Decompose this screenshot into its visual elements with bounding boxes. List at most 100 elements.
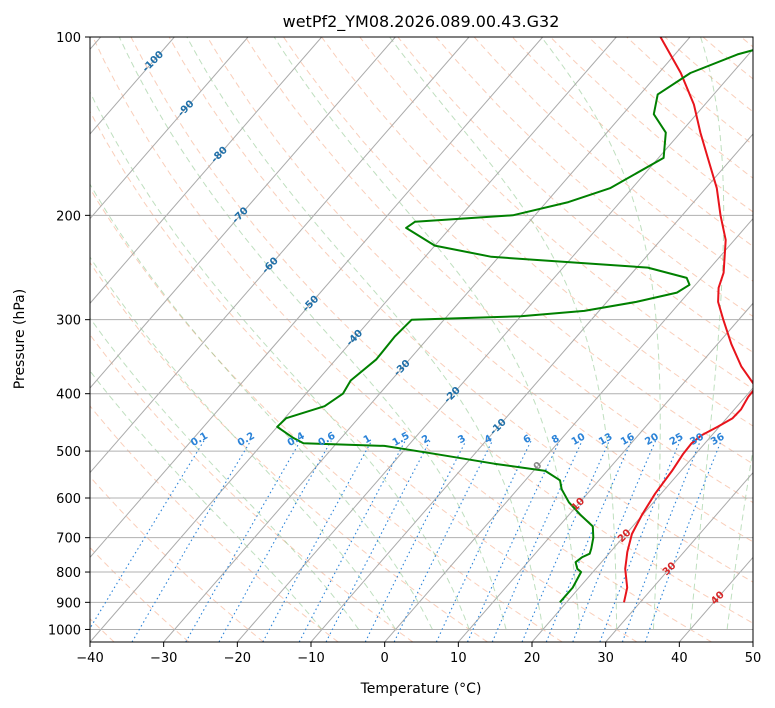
mixing-ratio-line xyxy=(262,440,373,642)
mixing-ratio-line xyxy=(90,440,205,630)
isotherm-line xyxy=(752,641,753,642)
mixing-ratio-line xyxy=(545,440,632,642)
isotherm-line xyxy=(90,37,323,305)
dry-adiabat-line xyxy=(90,475,264,642)
mixing-ratio-label: 16 xyxy=(619,431,637,448)
mixing-ratio-label: 8 xyxy=(550,433,562,446)
moist-adiabat-line xyxy=(689,37,725,630)
moist-adiabat-line xyxy=(90,370,323,630)
y-tick-label: 400 xyxy=(56,388,81,403)
dry-adiabat-line xyxy=(244,37,753,504)
dewpoint-profile-line xyxy=(276,49,753,603)
isotherm-line xyxy=(605,471,753,642)
mixing-ratio-line xyxy=(521,440,610,642)
isotherm-line xyxy=(384,217,753,642)
mixing-ratio-label: 10 xyxy=(570,431,588,448)
isotherm-line xyxy=(310,133,753,642)
moist-adiabat-line xyxy=(389,37,618,630)
mixing-ratio-line xyxy=(393,440,493,642)
dry-adiabat-line xyxy=(321,37,753,427)
dry-adiabat-line xyxy=(359,37,753,390)
dry-adiabat-line xyxy=(90,546,190,642)
moist-adiabat-line xyxy=(90,90,470,630)
mixing-ratio-line xyxy=(131,440,252,642)
isotherm-line xyxy=(90,37,249,220)
isotherm-label: -100 xyxy=(141,49,167,75)
dry-adiabat-line xyxy=(740,37,753,48)
y-tick-label: 100 xyxy=(56,31,81,46)
dry-adiabat-line xyxy=(90,110,638,642)
plot-frame xyxy=(89,36,754,643)
x-tick-label: 40 xyxy=(671,651,688,666)
isotherm-line xyxy=(90,37,396,389)
x-tick-label: 20 xyxy=(524,651,541,666)
mixing-ratio-label: 0.4 xyxy=(286,431,307,449)
isotherm-line xyxy=(678,556,753,642)
mixing-ratio-label: 4 xyxy=(483,433,495,446)
mixing-ratio-label: 0.2 xyxy=(236,431,257,449)
adiabat-lines xyxy=(90,37,753,642)
isotherm-line xyxy=(531,387,753,642)
x-tick-label: −40 xyxy=(76,651,103,666)
dry-adiabat-line xyxy=(511,37,753,247)
mixing-ratio-label: 3 xyxy=(456,433,468,446)
isotherm-line xyxy=(236,48,753,642)
dry-adiabat-line xyxy=(90,187,563,642)
mixing-ratio-label: 2 xyxy=(420,433,432,446)
y-axis-label: Pressure (hPa) xyxy=(12,289,28,389)
dry-adiabat-line xyxy=(283,37,753,465)
y-tick-label: 500 xyxy=(56,445,81,460)
x-tick-label: 30 xyxy=(597,651,614,666)
sounding-profiles xyxy=(276,37,753,603)
moist-adiabat-line xyxy=(118,37,507,630)
x-tick-label: −10 xyxy=(297,651,324,666)
mixing-ratio-line xyxy=(621,440,702,642)
y-tick-label: 900 xyxy=(56,596,81,611)
x-axis-ticks: −40 −30 −20 −10 0 10 20 30 40 50 xyxy=(76,642,761,666)
x-tick-label: 50 xyxy=(745,651,762,666)
dry-adiabat-line xyxy=(435,37,753,318)
x-tick-label: −30 xyxy=(150,651,177,666)
mixing-ratio-line xyxy=(218,440,332,642)
isotherm-line xyxy=(163,37,691,642)
y-tick-label: 600 xyxy=(56,492,81,507)
isotherm-line xyxy=(457,302,753,642)
moist-adiabat-line xyxy=(186,37,544,630)
mixing-ratio-line xyxy=(435,440,532,642)
isotherm-line xyxy=(90,37,617,642)
mixing-ratio-label: 13 xyxy=(597,431,615,448)
dry-adiabat-line xyxy=(588,37,753,179)
x-axis-label: Temperature (°C) xyxy=(360,681,482,697)
y-tick-label: 300 xyxy=(56,314,81,329)
mixing-ratio-line xyxy=(325,440,431,642)
x-tick-label: 10 xyxy=(450,651,467,666)
isotherm-lines xyxy=(90,37,753,642)
mixing-ratio-line xyxy=(364,440,467,642)
mixing-ratio-label: 25 xyxy=(668,431,686,448)
isotherm-line xyxy=(90,37,470,474)
x-tick-label: −20 xyxy=(224,651,251,666)
isotherm-line xyxy=(90,37,544,559)
mixing-ratio-label: 1.5 xyxy=(391,431,412,449)
moist-adiabat-line xyxy=(90,256,397,630)
mixing-ratio-label: 20 xyxy=(643,431,661,448)
dry-adiabat-line xyxy=(702,37,753,80)
mixing-ratio-label: 0.1 xyxy=(189,431,210,449)
dry-adiabat-line xyxy=(130,37,753,624)
moist-adiabat-line xyxy=(273,37,581,630)
dry-adiabat-line xyxy=(90,333,414,642)
x-tick-label: 0 xyxy=(381,651,389,666)
moist-adiabat-line xyxy=(541,37,661,630)
y-tick-label: 1000 xyxy=(48,623,81,638)
y-tick-label: 200 xyxy=(56,209,81,224)
mixing-ratio-label: 6 xyxy=(522,433,534,446)
mixing-ratio-line xyxy=(644,440,722,642)
mixing-ratio-label: 1 xyxy=(362,433,374,446)
dry-adiabat-line xyxy=(397,37,753,353)
dry-adiabat-line xyxy=(168,37,753,583)
y-tick-label: 700 xyxy=(56,532,81,547)
temperature-profile-line xyxy=(623,37,753,603)
moist-adiabat-line xyxy=(90,183,433,630)
